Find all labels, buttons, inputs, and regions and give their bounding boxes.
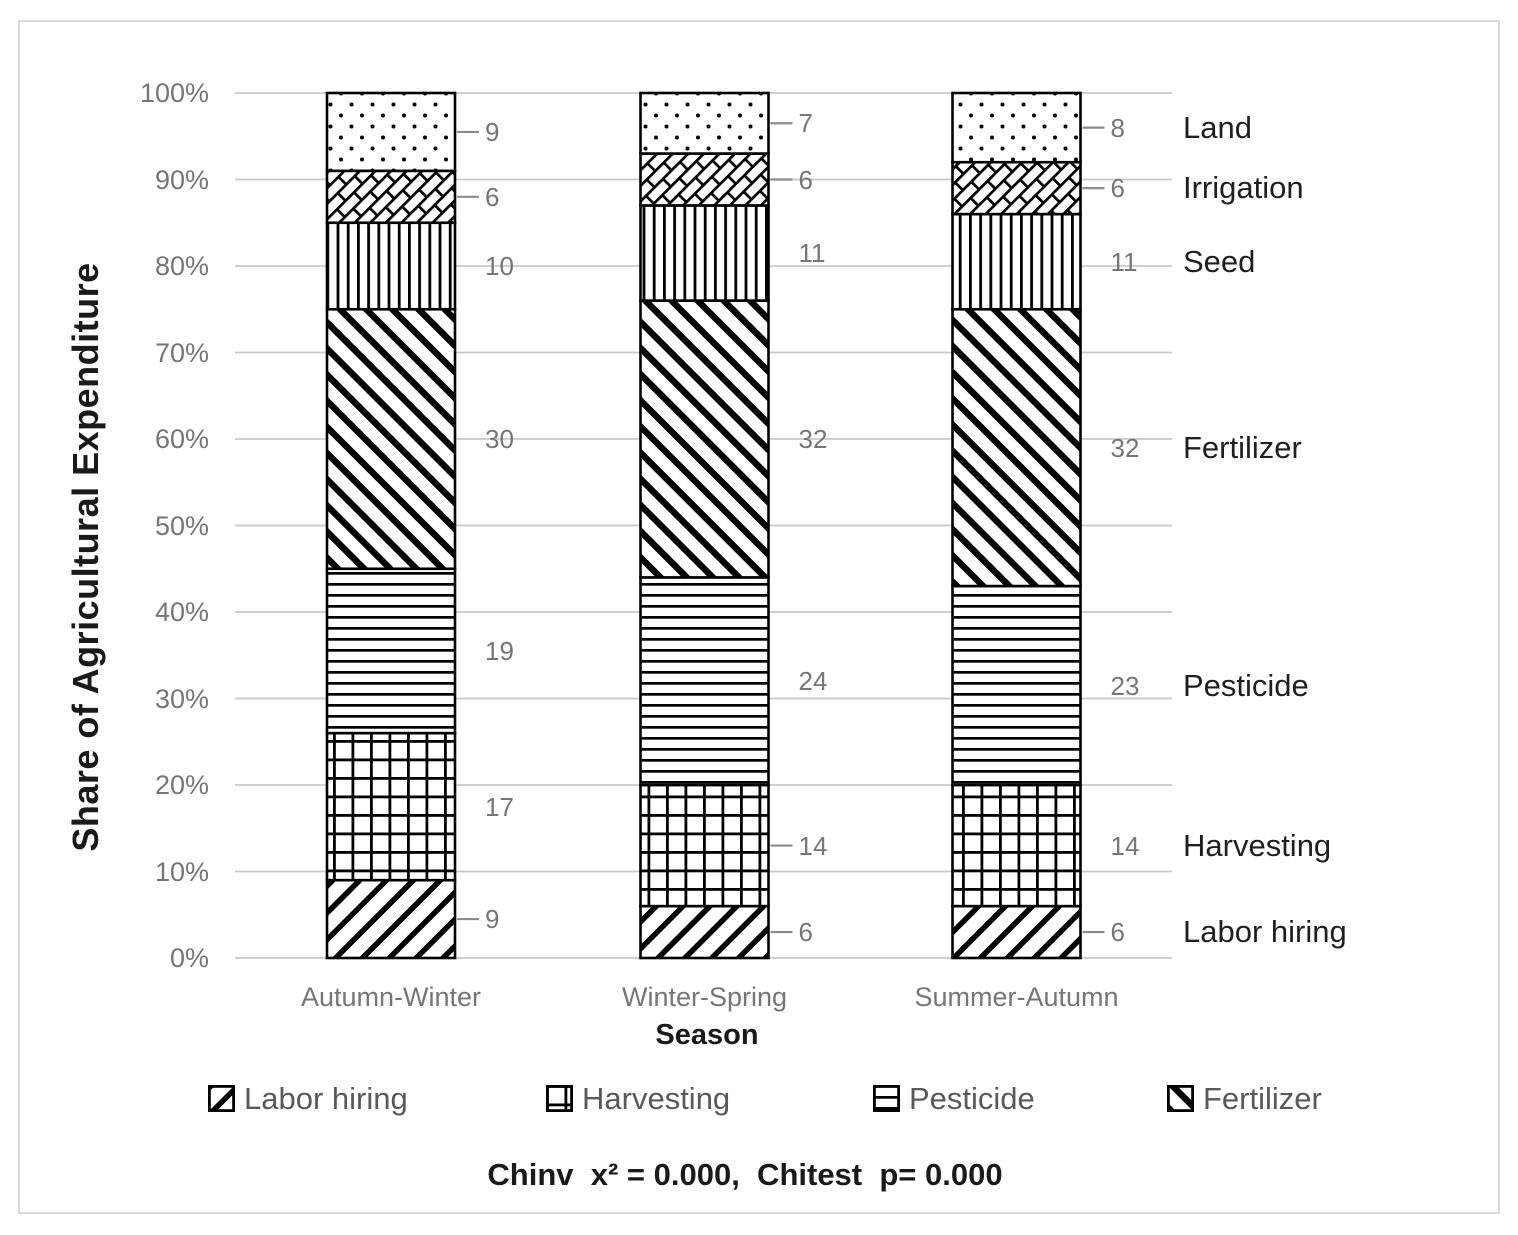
- bar-segment-land-winter-spring: [639, 91, 770, 155]
- bar-segment-fertilizer-autumn-winter: [325, 307, 457, 571]
- bar-segment-harvesting-summer-autumn: [951, 783, 1082, 908]
- bar-segment-irrigation-summer-autumn: [951, 160, 1082, 216]
- labor-hiring-pattern-icon: [208, 1085, 235, 1112]
- legend-label: Labor hiring: [244, 1081, 408, 1116]
- bar-segment-pesticide-autumn-winter: [325, 567, 457, 735]
- bar-segment-pesticide-summer-autumn: [951, 584, 1082, 787]
- legend-item-labor-hiring: Labor hiring: [208, 1083, 408, 1114]
- statistics-note: Chinv x² = 0.000, Chitest p= 0.000: [487, 1157, 1003, 1192]
- bar-segment-land-summer-autumn: [951, 91, 1082, 164]
- bar-segment-labor-hiring-autumn-winter: [325, 878, 457, 960]
- bar-segment-labor-hiring-summer-autumn: [951, 904, 1082, 960]
- legend-label: Fertilizer: [1203, 1081, 1322, 1116]
- legend-item-pesticide: Pesticide: [873, 1083, 1035, 1114]
- bar-segment-seed-autumn-winter: [325, 221, 457, 311]
- fertilizer-pattern-icon: [1167, 1085, 1194, 1112]
- bar-segment-seed-summer-autumn: [951, 212, 1082, 311]
- pesticide-pattern-icon: [873, 1085, 900, 1112]
- bar-segment-fertilizer-winter-spring: [639, 299, 770, 579]
- bar-segment-pesticide-winter-spring: [639, 576, 770, 787]
- legend-item-harvesting: Harvesting: [546, 1083, 730, 1114]
- bar-segment-land-autumn-winter: [325, 91, 457, 173]
- bar-segment-labor-hiring-winter-spring: [639, 904, 770, 960]
- bar-segment-irrigation-winter-spring: [639, 152, 770, 207]
- x-axis-title: Season: [655, 1019, 759, 1051]
- legend-item-fertilizer: Fertilizer: [1167, 1083, 1322, 1114]
- harvesting-pattern-icon: [546, 1085, 573, 1112]
- bar-segment-harvesting-autumn-winter: [325, 731, 457, 882]
- bar-segment-seed-winter-spring: [639, 204, 770, 302]
- bar-segment-fertilizer-summer-autumn: [951, 307, 1082, 588]
- bar-segment-irrigation-autumn-winter: [325, 169, 457, 225]
- y-axis-title: Share of Agricultural Expenditure: [65, 262, 106, 852]
- legend-label: Harvesting: [582, 1081, 731, 1116]
- legend-label: Pesticide: [909, 1081, 1035, 1116]
- bar-segment-harvesting-winter-spring: [639, 783, 770, 908]
